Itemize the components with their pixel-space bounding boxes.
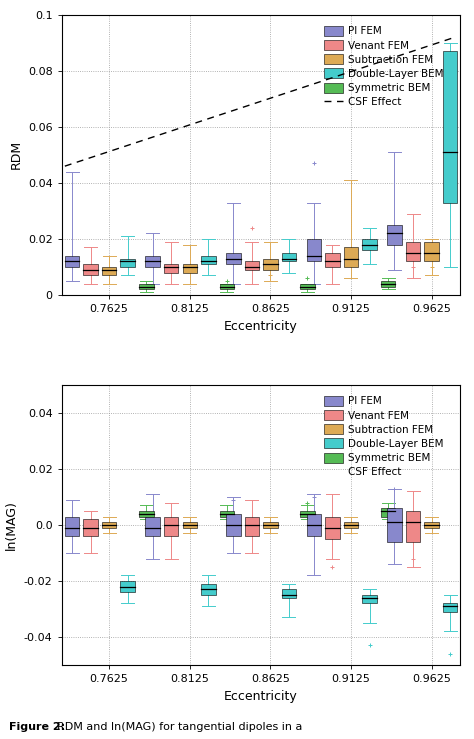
Bar — [182, 522, 197, 528]
Bar — [83, 265, 98, 276]
Legend: Pl FEM, Venant FEM, Subtraction FEM, Double-Layer BEM, Symmetric BEM, CSF Effect: Pl FEM, Venant FEM, Subtraction FEM, Dou… — [321, 23, 447, 111]
Bar — [139, 511, 154, 517]
Bar — [182, 265, 197, 273]
Bar — [146, 517, 160, 537]
Y-axis label: ln(MAG): ln(MAG) — [5, 500, 18, 550]
Bar — [146, 256, 160, 267]
Bar — [307, 239, 321, 262]
Bar — [164, 265, 179, 273]
Bar — [201, 256, 216, 265]
Bar — [362, 595, 377, 604]
Bar — [120, 581, 135, 592]
Bar — [300, 284, 315, 290]
X-axis label: Eccentricity: Eccentricity — [224, 320, 298, 333]
Bar — [325, 253, 340, 267]
Legend: Pl FEM, Venant FEM, Subtraction FEM, Double-Layer BEM, Symmetric BEM, CSF Effect: Pl FEM, Venant FEM, Subtraction FEM, Dou… — [321, 393, 447, 480]
Bar — [65, 256, 79, 267]
Bar — [102, 522, 117, 528]
Bar — [307, 514, 321, 537]
Bar — [344, 522, 358, 528]
Bar — [381, 281, 395, 287]
Bar — [406, 511, 420, 542]
Bar — [201, 584, 216, 595]
Bar — [325, 517, 340, 539]
Bar — [362, 239, 377, 251]
Bar — [65, 517, 79, 537]
Bar — [139, 284, 154, 290]
Bar — [83, 520, 98, 537]
Bar — [443, 604, 457, 612]
Bar — [424, 522, 439, 528]
Bar — [300, 511, 315, 517]
Bar — [164, 517, 179, 537]
X-axis label: Eccentricity: Eccentricity — [224, 689, 298, 703]
Bar — [263, 522, 278, 528]
Bar — [443, 51, 457, 202]
Bar — [424, 242, 439, 262]
Bar — [282, 253, 296, 262]
Bar — [226, 253, 240, 265]
Text: RDM and ln(MAG) for tangential dipoles in a: RDM and ln(MAG) for tangential dipoles i… — [57, 721, 302, 732]
Y-axis label: RDM: RDM — [9, 140, 22, 169]
Bar — [461, 279, 474, 284]
Bar — [381, 508, 395, 517]
Bar — [344, 248, 358, 267]
Bar — [387, 225, 402, 245]
Bar — [245, 262, 259, 270]
Bar — [120, 259, 135, 267]
Bar — [226, 514, 240, 537]
Bar — [406, 242, 420, 262]
Bar — [461, 508, 474, 514]
Bar — [219, 284, 234, 290]
Bar — [387, 508, 402, 542]
Bar — [282, 590, 296, 598]
Bar — [263, 259, 278, 270]
Bar — [102, 267, 117, 276]
Text: Figure 2:: Figure 2: — [9, 721, 65, 732]
Bar — [219, 511, 234, 517]
Bar — [245, 517, 259, 537]
